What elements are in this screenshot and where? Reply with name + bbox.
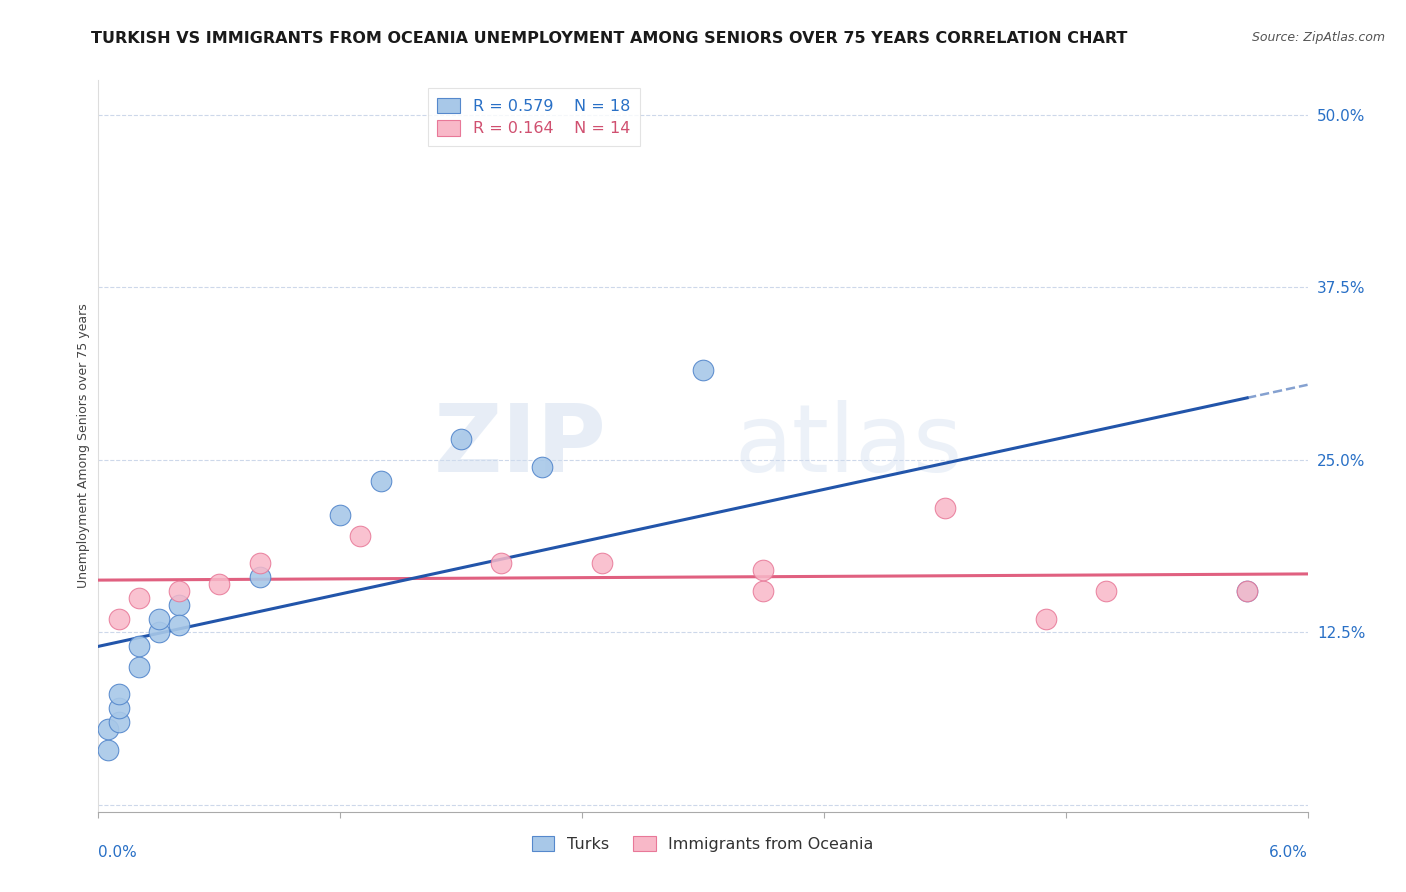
Text: 0.0%: 0.0% (98, 845, 138, 860)
Point (752, 583, 775, 598)
Point (491, 557, 513, 571)
Point (349, 529, 371, 543)
Point (167, 598, 190, 612)
Point (97, 722, 120, 736)
Point (370, 474, 392, 488)
Point (148, 611, 170, 625)
Point (692, 363, 714, 377)
Point (167, 618, 190, 632)
Point (107, 687, 129, 701)
Point (1095, 583, 1118, 598)
Point (128, 591, 150, 605)
Point (934, 501, 956, 516)
Y-axis label: Unemployment Among Seniors over 75 years: Unemployment Among Seniors over 75 years (77, 303, 90, 589)
Point (450, 432, 472, 446)
Text: atlas: atlas (734, 400, 962, 492)
Point (128, 660, 150, 674)
Point (107, 611, 129, 625)
Text: TURKISH VS IMMIGRANTS FROM OCEANIA UNEMPLOYMENT AMONG SENIORS OVER 75 YEARS CORR: TURKISH VS IMMIGRANTS FROM OCEANIA UNEMP… (91, 31, 1128, 46)
Text: Source: ZipAtlas.com: Source: ZipAtlas.com (1251, 31, 1385, 45)
Legend: Turks, Immigrants from Oceania: Turks, Immigrants from Oceania (526, 830, 880, 859)
Point (530, 459, 553, 474)
Point (1236, 583, 1258, 598)
Point (249, 557, 271, 571)
Point (1035, 611, 1057, 625)
Point (97, 742, 120, 756)
Point (1236, 583, 1258, 598)
Point (591, 557, 613, 571)
Point (107, 714, 129, 729)
Point (329, 508, 352, 522)
Point (148, 625, 170, 640)
Point (107, 701, 129, 715)
Point (208, 577, 231, 591)
Point (752, 563, 775, 577)
Text: 6.0%: 6.0% (1268, 845, 1308, 860)
Point (128, 639, 150, 653)
Point (167, 583, 190, 598)
Text: ZIP: ZIP (433, 400, 606, 492)
Point (249, 570, 271, 584)
